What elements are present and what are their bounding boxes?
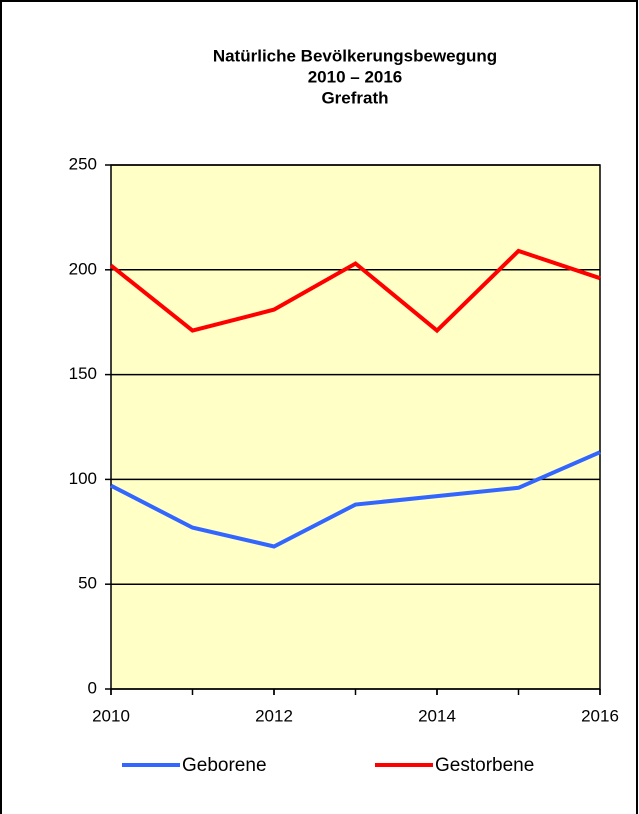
legend-label: Gestorbene — [435, 755, 534, 776]
y-tick-label: 200 — [69, 259, 97, 278]
y-tick-label: 250 — [69, 154, 97, 173]
x-tick-label: 2010 — [92, 706, 130, 725]
line-series — [109, 248, 601, 334]
y-tick-label: 100 — [69, 469, 97, 488]
x-tick-label: 2014 — [418, 706, 456, 725]
chart-subtitle: 2010 – 2016 — [308, 67, 403, 86]
y-tick-label: 50 — [78, 574, 97, 593]
y-tick-label: 0 — [88, 678, 97, 697]
line-series — [110, 450, 601, 549]
x-tick-label: 2012 — [255, 706, 293, 725]
x-tick-label: 2016 — [581, 706, 619, 725]
legend-label: Geborene — [182, 755, 267, 776]
plot-area — [110, 164, 601, 690]
chart-title: Natürliche Bevölkerungsbewegung — [213, 46, 497, 65]
chart-subtitle: Grefrath — [321, 88, 388, 107]
y-tick-label: 150 — [69, 364, 97, 383]
